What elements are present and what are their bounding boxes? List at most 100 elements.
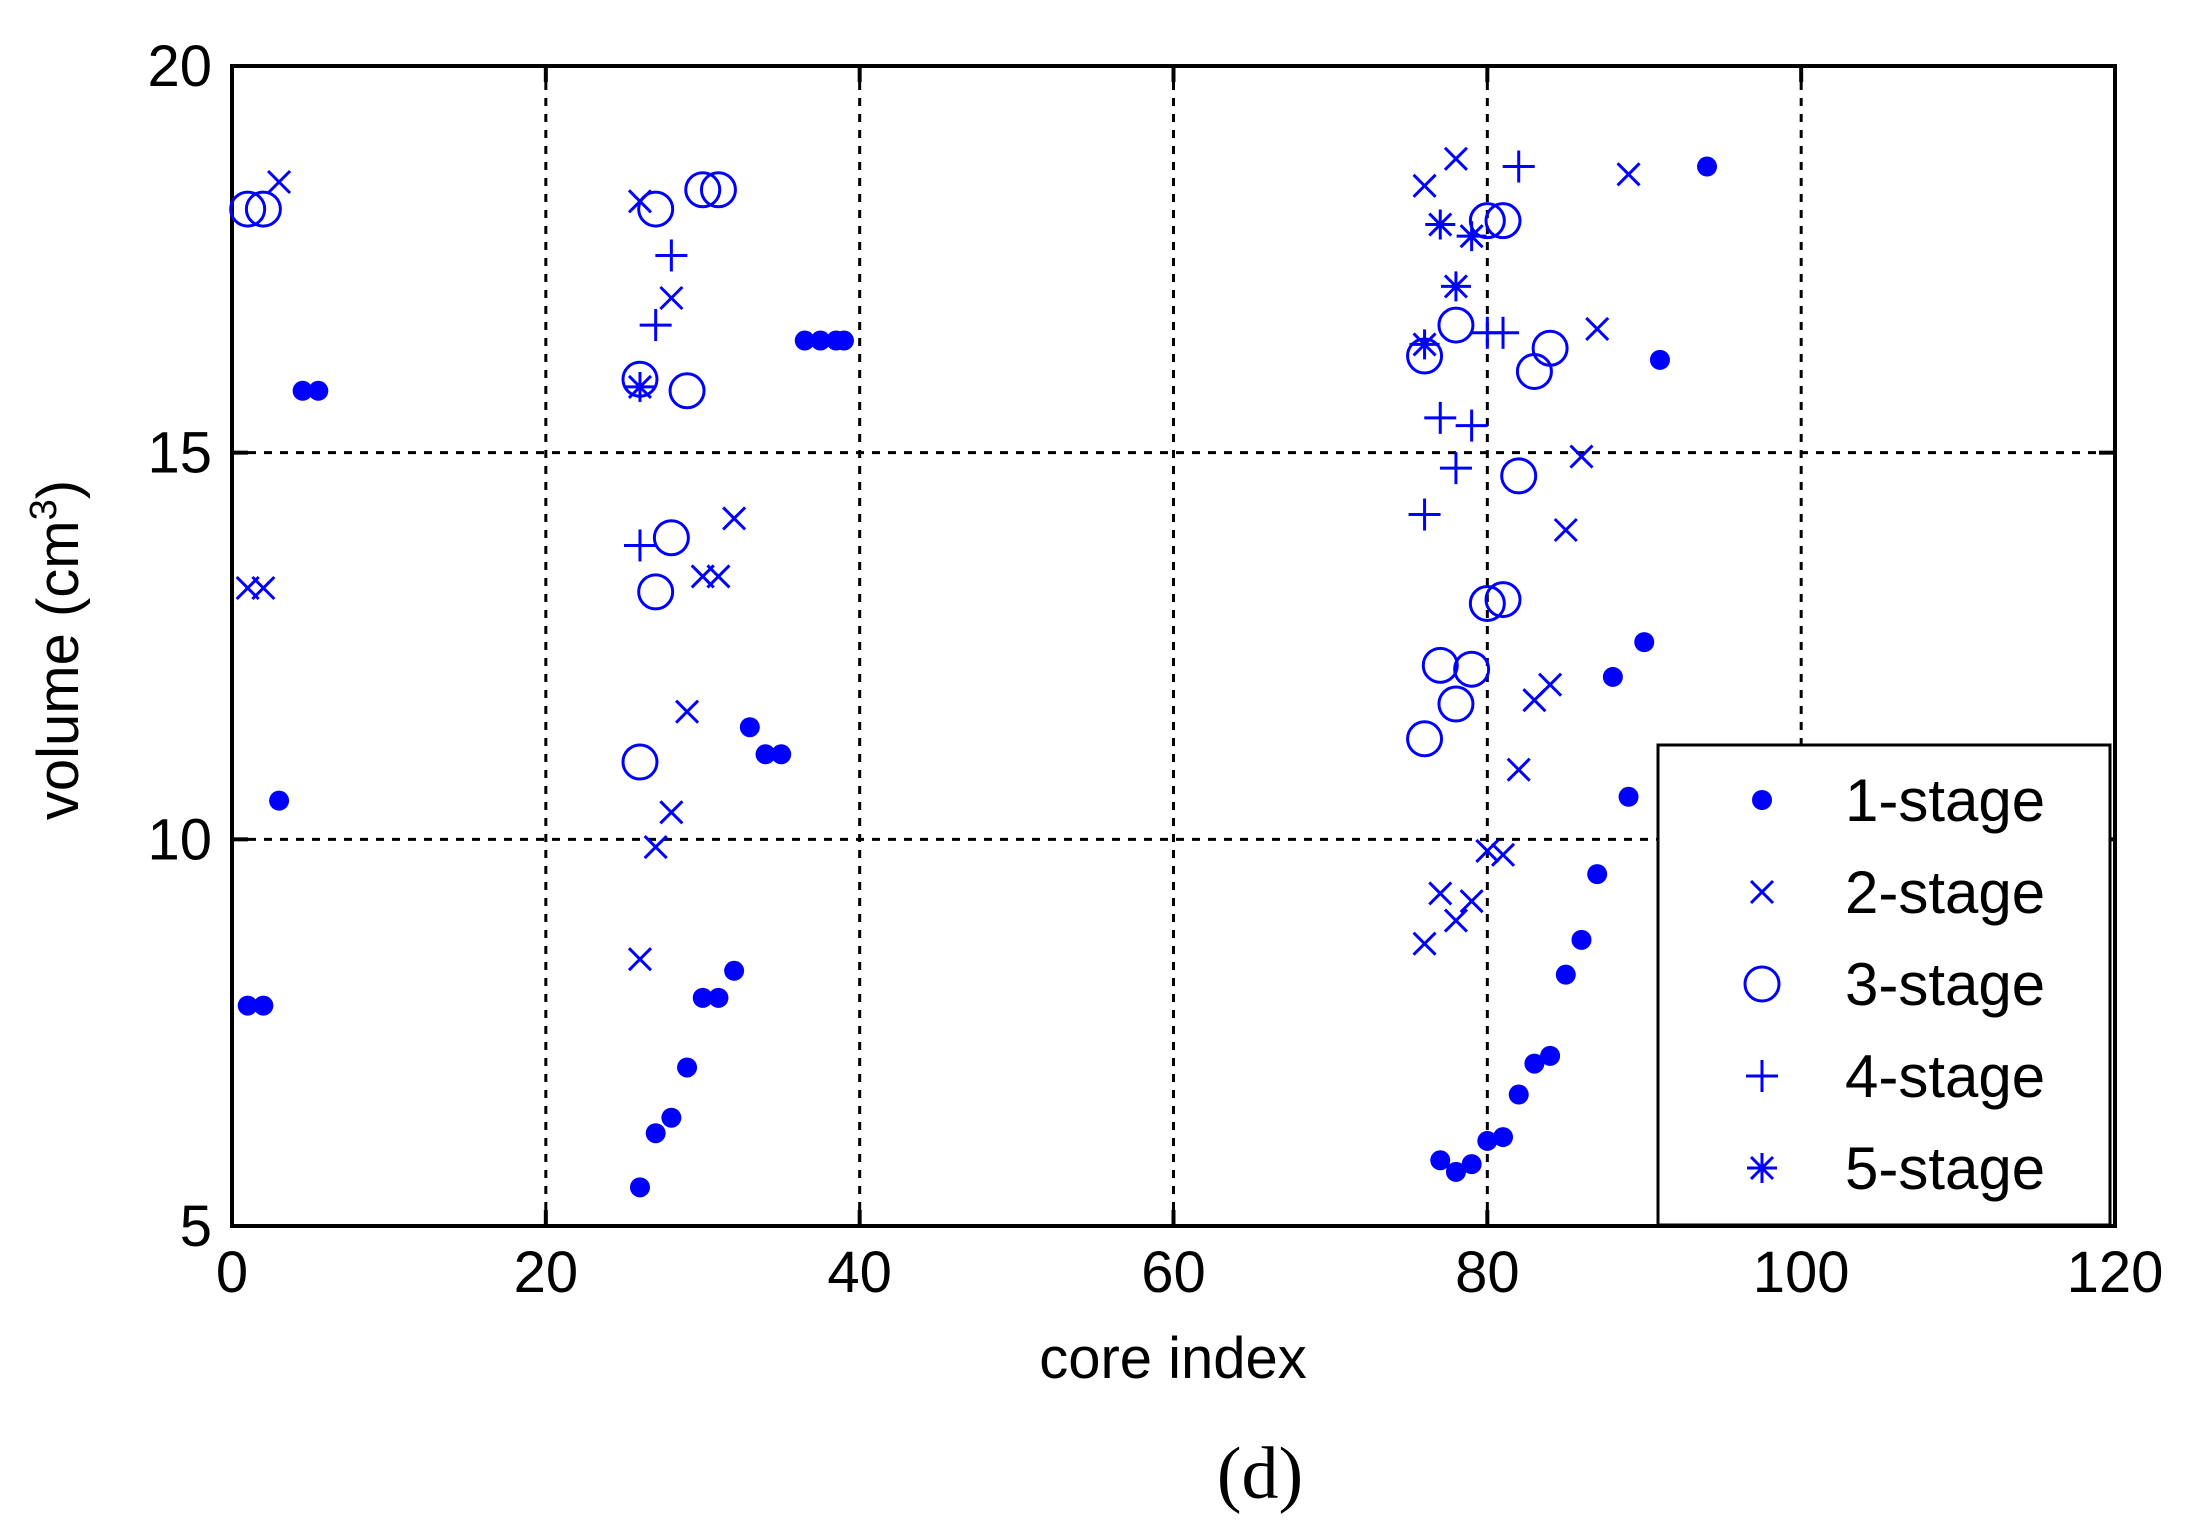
point-1-stage [1634,632,1655,653]
legend-label-5-stage: 5-stage [1845,1135,2045,1202]
x-tick-label: 80 [1455,1240,1520,1305]
point-1-stage [1697,156,1718,177]
point-5-stage [624,371,655,402]
point-3-stage [1468,584,1506,622]
point-5-stage [1409,329,1440,360]
point-2-stage [1616,162,1641,187]
y-axis-title-end: ) [26,480,91,499]
point-2-stage [1569,444,1594,469]
point-1-stage [1571,929,1592,950]
point-3-stage [637,190,675,228]
point-1-stage [810,330,831,351]
point-2-stage [1459,889,1484,914]
legend-label-2-stage: 2-stage [1845,859,2045,926]
point-2-stage [1553,517,1578,543]
point-1-stage [794,330,815,351]
point-2-stage [643,835,668,860]
x-tick-label: 120 [2067,1240,2164,1305]
point-1-stage [1587,864,1608,885]
point-3-stage [684,171,722,209]
axes-box [230,64,2117,1228]
point-1-stage [1618,786,1639,807]
point-2-stage [1443,908,1469,933]
point-2-stage [706,564,731,589]
point-5-stage [1425,209,1456,240]
point-4-stage [655,239,688,272]
point-2-stage [1538,672,1563,697]
point-3-stage [1421,646,1459,684]
x-tick-label: 0 [216,1240,248,1305]
point-2-stage [1490,842,1516,867]
point-4-stage [1487,316,1520,349]
point-2-stage [1412,173,1437,198]
point-1-stage [1508,1084,1529,1105]
point-1-stage [1445,1161,1466,1182]
series-5-stage [624,209,1487,402]
point-4-stage [1502,150,1535,183]
point-1-stage [237,995,258,1016]
x-tick-label: 20 [514,1240,579,1305]
data-points [229,146,1718,1198]
series-3-stage [229,171,1569,781]
point-2-stage [659,800,684,825]
point-3-stage [1500,457,1538,495]
point-2-stage [627,947,653,972]
point-4-stage [1424,401,1457,434]
point-1-stage [833,330,854,351]
y-axis-title-main: volume (cm [26,520,91,820]
y-tick-labels: 5 10 15 20 [147,34,212,1259]
x-tick-label: 40 [827,1240,892,1305]
legend-marker-2-stage [1749,879,1775,905]
point-3-stage [1484,202,1522,240]
point-3-stage [1468,202,1506,240]
point-3-stage [621,743,659,781]
figure-caption: (d) [1217,1433,1303,1515]
series-1-stage [237,156,1718,1198]
legend-marker-4-stage [1746,1060,1778,1092]
point-1-stage [661,1107,682,1128]
point-3-stage [699,171,737,209]
point-4-stage [623,529,656,562]
legend-label-3-stage: 3-stage [1845,951,2045,1018]
y-tick-label: 20 [147,34,212,99]
point-2-stage [251,575,276,601]
point-1-stage [771,744,792,765]
point-1-stage [1461,1154,1482,1175]
legend-entries: 1-stage 2-stage 3-stage 4-stage 5-stage [1743,767,2045,1202]
point-3-stage [1453,650,1491,688]
point-3-stage [668,372,706,410]
point-1-stage [1493,1127,1514,1148]
point-1-stage [1540,1045,1561,1066]
point-5-stage [1440,271,1471,302]
x-tick-label: 100 [1753,1240,1850,1305]
point-5-stage [1456,221,1487,252]
y-axis-title: volume (cm3) [23,480,91,820]
point-2-stage [1412,931,1437,956]
point-1-stage [724,960,745,981]
point-1-stage [308,380,329,401]
legend-marker-1-stage [1752,790,1772,810]
point-1-stage [253,995,274,1016]
point-1-stage [269,790,290,811]
x-tick-labels: 0 20 40 60 80 100 120 [216,1240,2164,1305]
point-2-stage [267,169,292,195]
point-1-stage [692,987,713,1008]
point-1-stage [1477,1130,1498,1151]
point-1-stage [292,380,313,401]
y-axis-title-superscript: 3 [23,499,65,520]
point-2-stage [1506,757,1531,782]
point-1-stage [645,1123,666,1144]
point-4-stage [1455,409,1488,442]
point-1-stage [708,987,729,1008]
point-3-stage [1531,329,1569,367]
x-tick-label: 60 [1141,1240,1206,1305]
point-3-stage [1484,581,1522,619]
point-4-stage [639,309,672,342]
legend-marker-3-stage [1743,965,1781,1003]
point-3-stage [229,190,267,228]
point-3-stage [1437,306,1475,344]
point-2-stage [1585,316,1610,341]
point-4-stage [1439,452,1472,485]
legend-label-4-stage: 4-stage [1845,1043,2045,1110]
